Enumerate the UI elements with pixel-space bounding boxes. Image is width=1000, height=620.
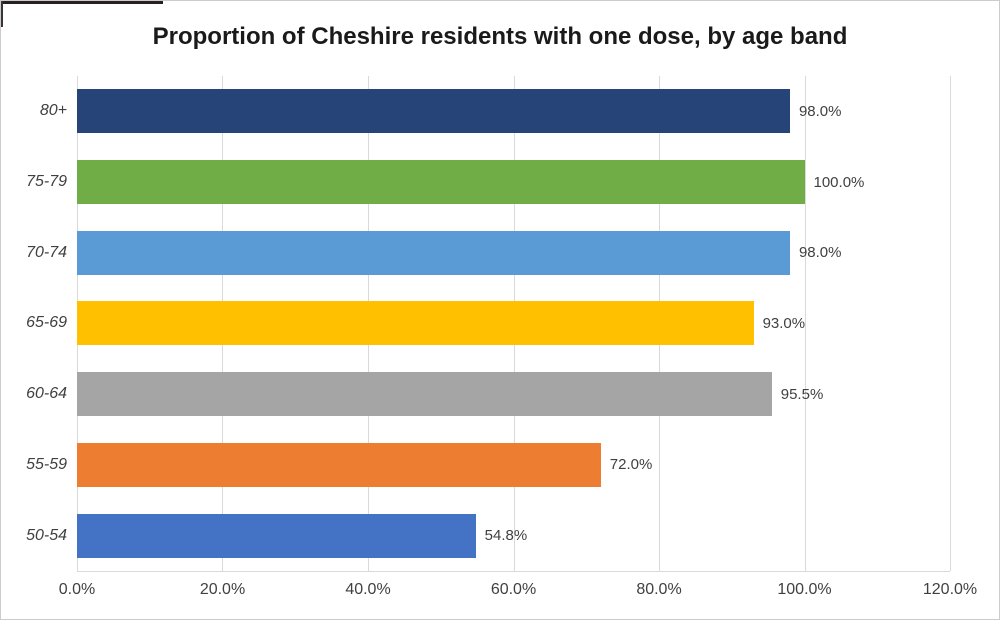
bar-60-64 — [77, 372, 772, 417]
x-axis-tick-label: 100.0% — [777, 581, 832, 598]
y-axis-tick-label: 70-74 — [26, 243, 67, 261]
value-label: 54.8% — [484, 527, 528, 545]
y-axis-tick-label: 60-64 — [26, 385, 67, 403]
gridline-120.0% — [950, 76, 951, 571]
bar-row: 98.0% — [77, 217, 950, 288]
y-axis-tick-label: 75-79 — [26, 173, 67, 191]
value-label: 100.0% — [813, 173, 865, 191]
value-label: 95.5% — [780, 385, 824, 403]
x-axis-tick-label: 120.0% — [922, 581, 978, 598]
bar-65-69 — [77, 301, 754, 346]
plot-area: 98.0% 100.0% 98.0% 93.0% 95.5% 72.0% 54.8% — [77, 76, 951, 572]
bar-row: 100.0% — [77, 147, 950, 218]
bar-row: 72.0% — [77, 430, 950, 501]
value-label: 93.0% — [762, 314, 806, 332]
bar-80+ — [77, 89, 790, 134]
x-axis-tick-label: 60.0% — [490, 581, 537, 598]
screenshot-edge-artifact — [1, 1, 163, 4]
bar-55-59 — [77, 442, 601, 487]
chart-title: Proportion of Cheshire residents with on… — [152, 23, 848, 50]
bar-75-79 — [77, 160, 805, 205]
x-axis-tick-label: 0.0% — [58, 581, 96, 598]
bar-row: 95.5% — [77, 359, 950, 430]
x-axis-tick-label: 80.0% — [636, 581, 682, 598]
screenshot-edge-artifact — [1, 1, 3, 27]
gridline-100.0% — [804, 76, 806, 571]
bar-row: 54.8% — [77, 500, 950, 571]
value-label: 98.0% — [798, 102, 842, 120]
y-axis-tick-label: 80+ — [39, 102, 67, 120]
y-axis-tick-label: 55-59 — [26, 455, 67, 473]
bar-row: 98.0% — [77, 76, 950, 147]
bar-70-74 — [77, 230, 790, 275]
y-axis-tick-label: 50-54 — [26, 526, 67, 544]
value-label: 72.0% — [609, 456, 653, 474]
bar-50-54 — [77, 513, 476, 558]
x-axis-line — [77, 571, 950, 572]
value-label: 98.0% — [798, 244, 842, 262]
y-axis-tick-label: 65-69 — [26, 314, 67, 332]
x-axis-tick-label: 20.0% — [199, 581, 246, 598]
bar-row: 93.0% — [77, 288, 950, 359]
x-axis-tick-label: 40.0% — [345, 581, 391, 598]
